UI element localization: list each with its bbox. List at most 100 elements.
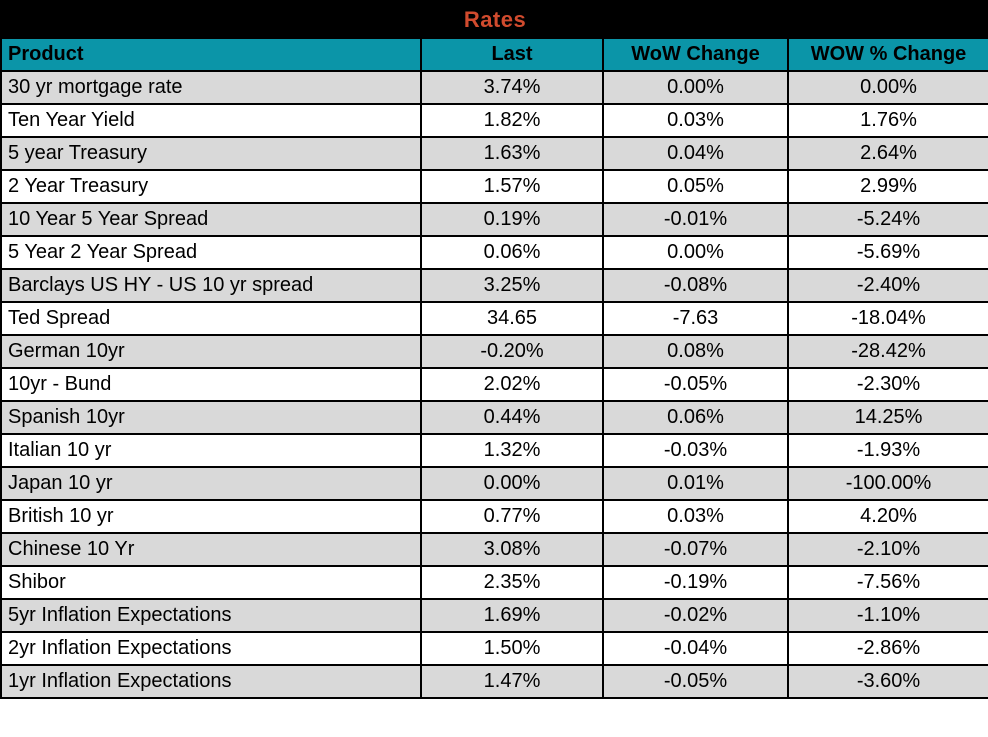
cell-product: Ten Year Yield (0, 103, 422, 138)
cell-wow-pct-change: -3.60% (786, 664, 988, 699)
column-header-last: Last (420, 37, 604, 72)
cell-wow-change: 0.03% (602, 499, 789, 534)
cell-product: 5yr Inflation Expectations (0, 598, 422, 633)
cell-last: 1.69% (420, 598, 604, 633)
cell-product: Shibor (0, 565, 422, 600)
cell-product: Chinese 10 Yr (0, 532, 422, 567)
table-row: 10 Year 5 Year Spread 0.19% -0.01% -5.24% (0, 202, 988, 237)
cell-wow-pct-change: -5.69% (786, 235, 988, 270)
cell-last: 3.25% (420, 268, 604, 303)
cell-wow-pct-change: -5.24% (786, 202, 988, 237)
cell-product: Ted Spread (0, 301, 422, 336)
cell-wow-pct-change: -7.56% (786, 565, 988, 600)
cell-last: 0.06% (420, 235, 604, 270)
cell-last: 1.82% (420, 103, 604, 138)
cell-last: 0.19% (420, 202, 604, 237)
cell-wow-pct-change: 2.64% (786, 136, 988, 171)
cell-product: Spanish 10yr (0, 400, 422, 435)
cell-wow-pct-change: -1.93% (786, 433, 988, 468)
table-header-row: Product Last WoW Change WOW % Change (0, 37, 988, 72)
cell-last: -0.20% (420, 334, 604, 369)
table-row: 2yr Inflation Expectations 1.50% -0.04% -2.… (0, 631, 988, 666)
cell-wow-change: 0.06% (602, 400, 789, 435)
cell-wow-pct-change: -2.86% (786, 631, 988, 666)
cell-last: 1.47% (420, 664, 604, 699)
cell-wow-change: -0.05% (602, 664, 789, 699)
cell-last: 3.08% (420, 532, 604, 567)
cell-wow-pct-change: 2.99% (786, 169, 988, 204)
cell-wow-change: 0.00% (602, 235, 789, 270)
cell-last: 34.65 (420, 301, 604, 336)
cell-last: 3.74% (420, 70, 604, 105)
cell-wow-change: 0.08% (602, 334, 789, 369)
cell-product: 30 yr mortgage rate (0, 70, 422, 105)
cell-wow-change: 0.03% (602, 103, 789, 138)
cell-wow-change: -0.04% (602, 631, 789, 666)
cell-wow-change: -0.07% (602, 532, 789, 567)
table-row: Shibor 2.35% -0.19% -7.56% (0, 565, 988, 600)
cell-wow-pct-change: -2.30% (786, 367, 988, 402)
cell-last: 1.63% (420, 136, 604, 171)
column-header-wow-pct-change: WOW % Change (786, 37, 988, 72)
table-row: Ted Spread 34.65 -7.63 -18.04% (0, 301, 988, 336)
cell-wow-pct-change: -28.42% (786, 334, 988, 369)
cell-wow-change: 0.01% (602, 466, 789, 501)
table-row: Italian 10 yr 1.32% -0.03% -1.93% (0, 433, 988, 468)
cell-wow-pct-change: -2.10% (786, 532, 988, 567)
cell-product: Japan 10 yr (0, 466, 422, 501)
cell-last: 1.32% (420, 433, 604, 468)
table-row: German 10yr -0.20% 0.08% -28.42% (0, 334, 988, 369)
rates-table-body: 30 yr mortgage rate 3.74% 0.00% 0.00% Ten Ye… (0, 70, 988, 699)
cell-wow-change: -0.01% (602, 202, 789, 237)
table-row: 5 Year 2 Year Spread 0.06% 0.00% -5.69% (0, 235, 988, 270)
cell-wow-change: -0.03% (602, 433, 789, 468)
cell-product: Barclays US HY - US 10 yr spread (0, 268, 422, 303)
table-row: Barclays US HY - US 10 yr spread 3.25% -0.… (0, 268, 988, 303)
cell-last: 0.77% (420, 499, 604, 534)
table-row: Japan 10 yr 0.00% 0.01% -100.00% (0, 466, 988, 501)
cell-wow-pct-change: 14.25% (786, 400, 988, 435)
table-title: Rates (0, 0, 988, 39)
cell-product: 5 Year 2 Year Spread (0, 235, 422, 270)
cell-wow-pct-change: -18.04% (786, 301, 988, 336)
cell-product: 2 Year Treasury (0, 169, 422, 204)
table-row: British 10 yr 0.77% 0.03% 4.20% (0, 499, 988, 534)
table-title-row: Rates (0, 0, 988, 39)
rates-table: Rates Product Last WoW Change WOW % Chan… (0, 0, 988, 699)
table-row: 5 year Treasury 1.63% 0.04% 2.64% (0, 136, 988, 171)
cell-product: 5 year Treasury (0, 136, 422, 171)
cell-product: 10yr - Bund (0, 367, 422, 402)
cell-product: 1yr Inflation Expectations (0, 664, 422, 699)
table-row: 10yr - Bund 2.02% -0.05% -2.30% (0, 367, 988, 402)
table-row: Chinese 10 Yr 3.08% -0.07% -2.10% (0, 532, 988, 567)
cell-product: 10 Year 5 Year Spread (0, 202, 422, 237)
cell-product: British 10 yr (0, 499, 422, 534)
cell-wow-change: -0.02% (602, 598, 789, 633)
cell-wow-change: 0.04% (602, 136, 789, 171)
cell-wow-change: -0.05% (602, 367, 789, 402)
cell-last: 0.00% (420, 466, 604, 501)
cell-wow-pct-change: 1.76% (786, 103, 988, 138)
table-row: 1yr Inflation Expectations 1.47% -0.05% -3.… (0, 664, 988, 699)
cell-wow-pct-change: -1.10% (786, 598, 988, 633)
column-header-wow-change: WoW Change (602, 37, 789, 72)
table-row: Ten Year Yield 1.82% 0.03% 1.76% (0, 103, 988, 138)
table-row: 30 yr mortgage rate 3.74% 0.00% 0.00% (0, 70, 988, 105)
cell-product: German 10yr (0, 334, 422, 369)
cell-wow-pct-change: -2.40% (786, 268, 988, 303)
cell-last: 2.02% (420, 367, 604, 402)
cell-last: 0.44% (420, 400, 604, 435)
cell-product: 2yr Inflation Expectations (0, 631, 422, 666)
cell-wow-pct-change: 4.20% (786, 499, 988, 534)
cell-wow-change: 0.05% (602, 169, 789, 204)
cell-wow-change: -7.63 (602, 301, 789, 336)
table-row: Spanish 10yr 0.44% 0.06% 14.25% (0, 400, 988, 435)
cell-wow-pct-change: -100.00% (786, 466, 988, 501)
column-header-product: Product (0, 37, 422, 72)
cell-wow-change: 0.00% (602, 70, 789, 105)
cell-wow-change: -0.08% (602, 268, 789, 303)
cell-product: Italian 10 yr (0, 433, 422, 468)
cell-wow-change: -0.19% (602, 565, 789, 600)
table-row: 2 Year Treasury 1.57% 0.05% 2.99% (0, 169, 988, 204)
